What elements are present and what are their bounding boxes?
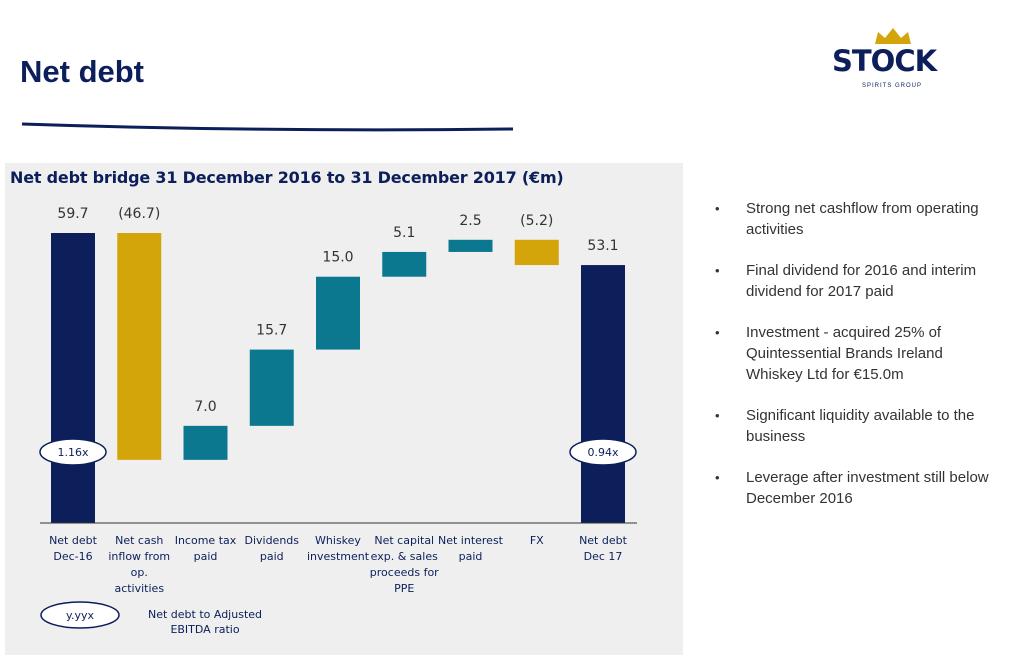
slide-title: Net debt bbox=[20, 54, 144, 89]
ratio-badge bbox=[569, 438, 637, 466]
bar bbox=[183, 425, 228, 460]
bar bbox=[51, 233, 95, 523]
value-label: (46.7) bbox=[118, 206, 160, 222]
bar bbox=[316, 276, 360, 350]
bar bbox=[117, 233, 162, 460]
bar bbox=[382, 251, 427, 277]
x-tick-label: Net interest paid bbox=[437, 534, 503, 563]
legend-symbol bbox=[40, 601, 120, 629]
x-tick-label: Net cash inflow from op. activities bbox=[108, 534, 171, 595]
ratio-badge bbox=[39, 438, 107, 466]
x-tick-label: Net capital exp. & sales proceeds for PP… bbox=[369, 534, 439, 595]
bullet-item: Significant liquidity available to the b… bbox=[715, 405, 995, 447]
value-label: 15.7 bbox=[256, 323, 287, 339]
value-label: 15.0 bbox=[322, 250, 353, 266]
bullet-item: Investment - acquired 25% of Quintessent… bbox=[715, 322, 995, 385]
x-tick-label: Net debt Dec-16 bbox=[49, 534, 97, 563]
legend-text: Net debt to Adjusted EBITDA ratio bbox=[147, 608, 263, 636]
logo-tagline: SPIRITS GROUP bbox=[862, 83, 923, 89]
value-label: 53.1 bbox=[587, 238, 618, 254]
x-tick-label: Net debt Dec 17 bbox=[579, 534, 627, 563]
legend-symbol-label: y.yyx bbox=[66, 609, 94, 622]
bar bbox=[249, 349, 294, 426]
chart-title: Net debt bridge 31 December 2016 to 31 D… bbox=[10, 168, 564, 187]
x-tick-label: Income tax paid bbox=[174, 534, 237, 563]
value-label: (5.2) bbox=[520, 213, 553, 229]
logo-crown bbox=[875, 28, 911, 44]
bullet-list: Strong net cashflow from operating activ… bbox=[715, 198, 995, 529]
x-tick-label: Whiskey investment bbox=[306, 534, 370, 563]
value-label: 7.0 bbox=[194, 399, 216, 415]
ratio-label: 0.94x bbox=[587, 446, 618, 459]
ratio-label: 1.16x bbox=[57, 446, 88, 459]
title-underline bbox=[21, 122, 514, 132]
value-label: 2.5 bbox=[459, 213, 481, 229]
bar bbox=[514, 239, 559, 266]
value-label: 5.1 bbox=[393, 225, 415, 241]
bullet-item: Leverage after investment still below De… bbox=[715, 467, 995, 509]
bullet-item: Strong net cashflow from operating activ… bbox=[715, 198, 995, 240]
bar bbox=[581, 265, 625, 523]
bullet-item: Final dividend for 2016 and interim divi… bbox=[715, 260, 995, 302]
logo-name: STOCK bbox=[832, 44, 937, 78]
x-tick-label: Dividends paid bbox=[244, 534, 300, 563]
value-label: 59.7 bbox=[57, 206, 88, 222]
x-tick-label: FX bbox=[529, 534, 544, 547]
bar bbox=[448, 239, 493, 252]
